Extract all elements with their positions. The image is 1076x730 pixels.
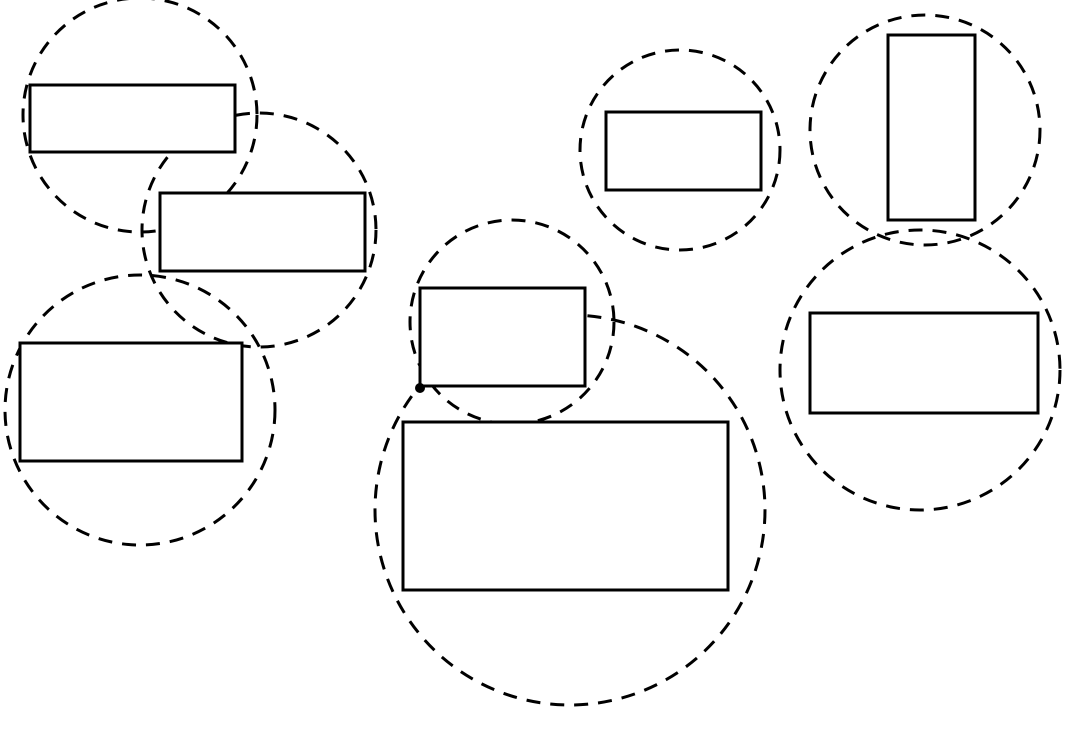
solid-rect <box>888 35 975 220</box>
solid-rect <box>30 85 235 152</box>
marker-dot <box>415 383 425 393</box>
solid-rect <box>403 422 728 590</box>
solid-rect <box>420 288 585 386</box>
solid-rect <box>160 193 365 271</box>
solid-rect <box>810 313 1038 413</box>
diagram-canvas <box>0 0 1076 730</box>
solid-rect <box>606 112 761 190</box>
solid-rect <box>20 343 242 461</box>
